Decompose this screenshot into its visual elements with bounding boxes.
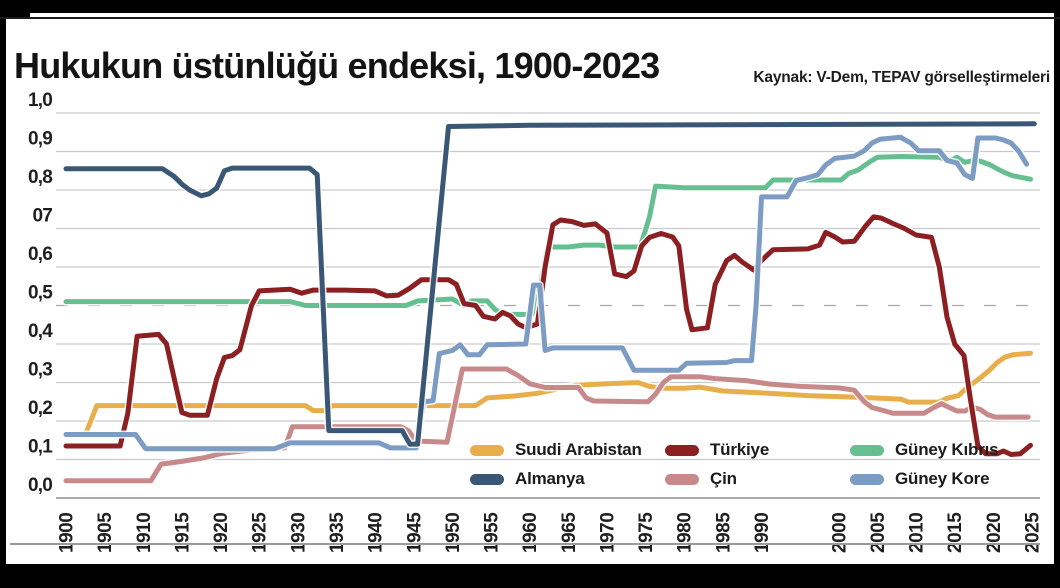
source-credit: Kaynak: V-Dem, TEPAV görselleştirmeleri [753, 69, 1050, 86]
page-background [6, 13, 1054, 566]
header-rule [0, 17, 1060, 19]
chart-title: Hukukun üstünlüğü endeksi, 1900-2023 [14, 45, 660, 87]
frame-corner-block [0, 0, 30, 19]
footer-rule [10, 543, 1040, 545]
bottom-frame-bar [0, 564, 1060, 588]
